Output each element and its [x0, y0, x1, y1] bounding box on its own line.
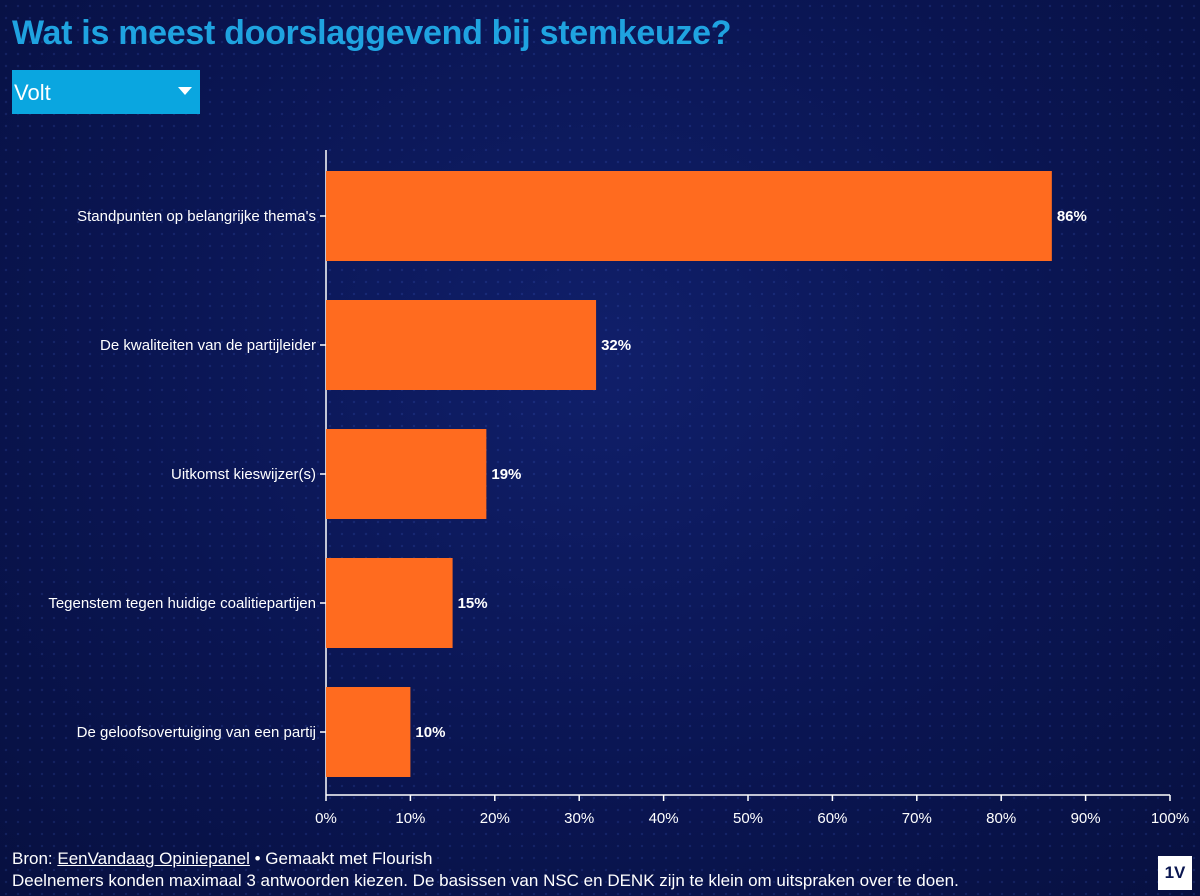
value-label: 15%: [458, 595, 488, 612]
x-tick-label: 60%: [817, 810, 847, 827]
chart-title: Wat is meest doorslaggevend bij stemkeuz…: [12, 14, 732, 52]
x-tick-label: 20%: [480, 810, 510, 827]
x-tick-label: 90%: [1071, 810, 1101, 827]
bar-chart: 0% 10% 20% 30% 40% 50% 60% 70% 80% 90% 100% Standpu…: [48, 150, 1189, 827]
footer: Bron: EenVandaag Opiniepanel • Gemaakt m…: [12, 848, 959, 892]
category-label: Standpunten op belangrijke thema's: [77, 208, 316, 225]
chevron-down-icon: [178, 87, 192, 95]
x-tick-label: 70%: [902, 810, 932, 827]
value-label: 19%: [491, 466, 521, 483]
category-label: Tegenstem tegen huidige coalitiepartijen: [48, 595, 316, 612]
category-label: De geloofsovertuiging van een partij: [77, 724, 316, 741]
x-tick-label: 30%: [564, 810, 594, 827]
x-tick-label: 40%: [649, 810, 679, 827]
source-line: Bron: EenVandaag Opiniepanel • Gemaakt m…: [12, 848, 959, 870]
value-label: 10%: [415, 724, 445, 741]
brand-logo: 1V: [1158, 856, 1192, 890]
x-tick-label: 100%: [1151, 810, 1189, 827]
footnote: Deelnemers konden maximaal 3 antwoorden …: [12, 871, 959, 890]
x-tick-label: 10%: [395, 810, 425, 827]
source-link[interactable]: EenVandaag Opiniepanel: [57, 849, 250, 868]
bar: [326, 687, 411, 777]
x-tick-label: 0%: [315, 810, 337, 827]
dropdown-selected-value: Volt: [14, 80, 51, 105]
category-label: Uitkomst kieswijzer(s): [171, 466, 316, 483]
made-with-text: • Gemaakt met Flourish: [249, 849, 433, 868]
bar: [326, 429, 487, 519]
value-label: 32%: [601, 337, 631, 354]
bar: [326, 558, 453, 648]
x-tick-label: 50%: [733, 810, 763, 827]
value-label: 86%: [1057, 208, 1087, 225]
x-tick-label: 80%: [986, 810, 1016, 827]
source-prefix: Bron:: [12, 849, 58, 868]
bar: [326, 171, 1052, 261]
party-dropdown[interactable]: Volt: [12, 70, 200, 114]
bar: [326, 300, 597, 390]
category-label: De kwaliteiten van de partijleider: [100, 337, 316, 354]
